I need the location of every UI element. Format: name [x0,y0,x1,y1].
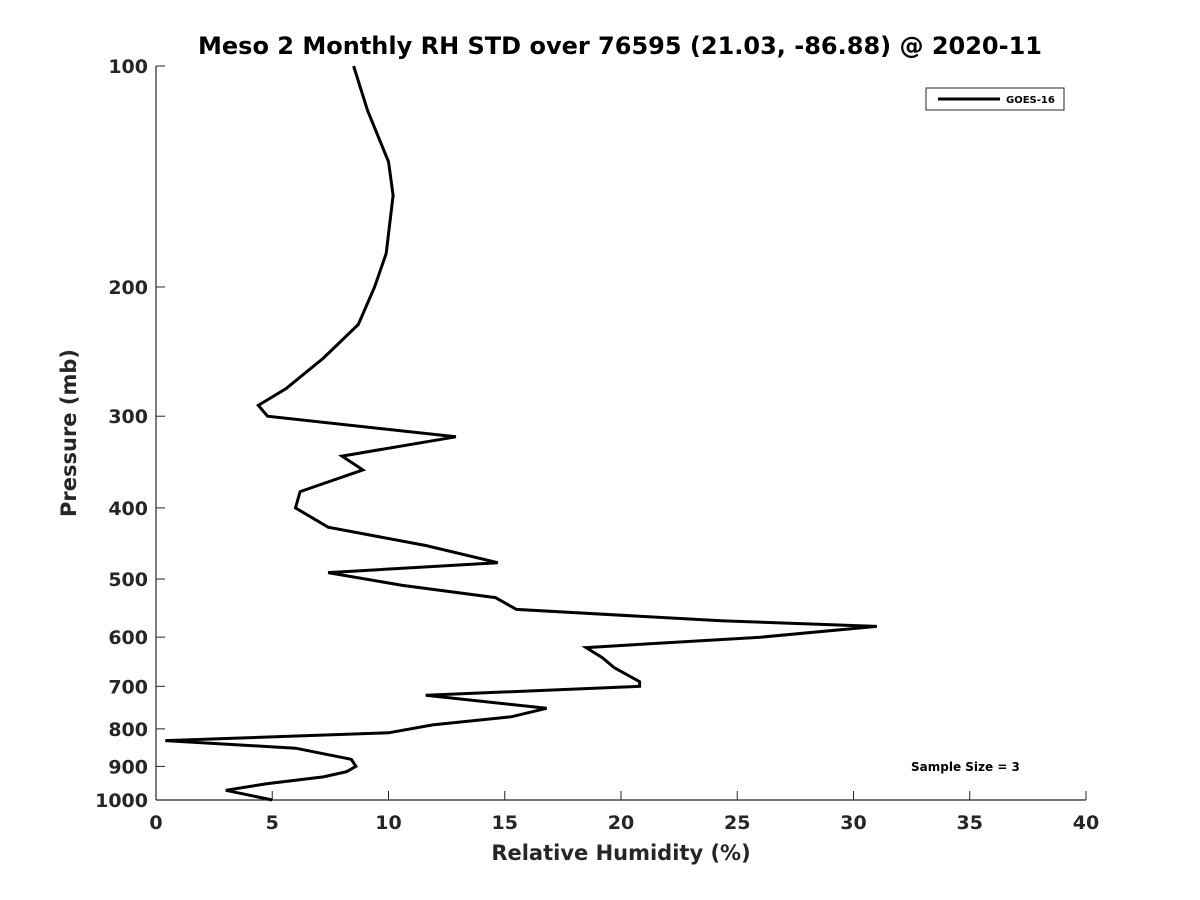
x-tick-label: 35 [957,812,983,834]
x-axis-label: Relative Humidity (%) [491,841,750,865]
y-tick-label: 300 [108,406,148,428]
y-tick-label: 500 [108,569,148,591]
x-tick-label: 30 [840,812,866,834]
x-tick-label: 10 [375,812,401,834]
y-tick-label: 900 [108,756,148,778]
legend: GOES-16 [925,87,1065,111]
y-tick-label: 700 [108,676,148,698]
chart-title: Meso 2 Monthly RH STD over 76595 (21.03,… [198,32,1042,60]
y-tick-label: 600 [108,627,148,649]
x-tick-label: 0 [149,812,162,834]
x-ticks: 0 5 10 15 20 25 30 35 40 [149,791,1099,834]
y-tick-label: 800 [108,719,148,741]
x-tick-label: 25 [724,812,750,834]
series-line-goes-16 [165,65,877,802]
x-tick-label: 5 [266,812,279,834]
x-tick-label: 15 [492,812,518,834]
series-group [165,65,877,802]
y-tick-label: 400 [108,498,148,520]
y-ticks: 100 200 300 400 500 600 700 800 900 1000 [95,56,165,812]
y-tick-label: 200 [108,277,148,299]
sample-size-annotation: Sample Size = 3 [911,760,1020,774]
legend-entry-label: GOES-16 [1006,95,1055,106]
x-tick-label: 20 [608,812,634,834]
x-tick-label: 40 [1073,812,1099,834]
y-axis-label: Pressure (mb) [57,349,81,517]
y-tick-label: 1000 [95,790,148,812]
y-tick-label: 100 [108,56,148,78]
